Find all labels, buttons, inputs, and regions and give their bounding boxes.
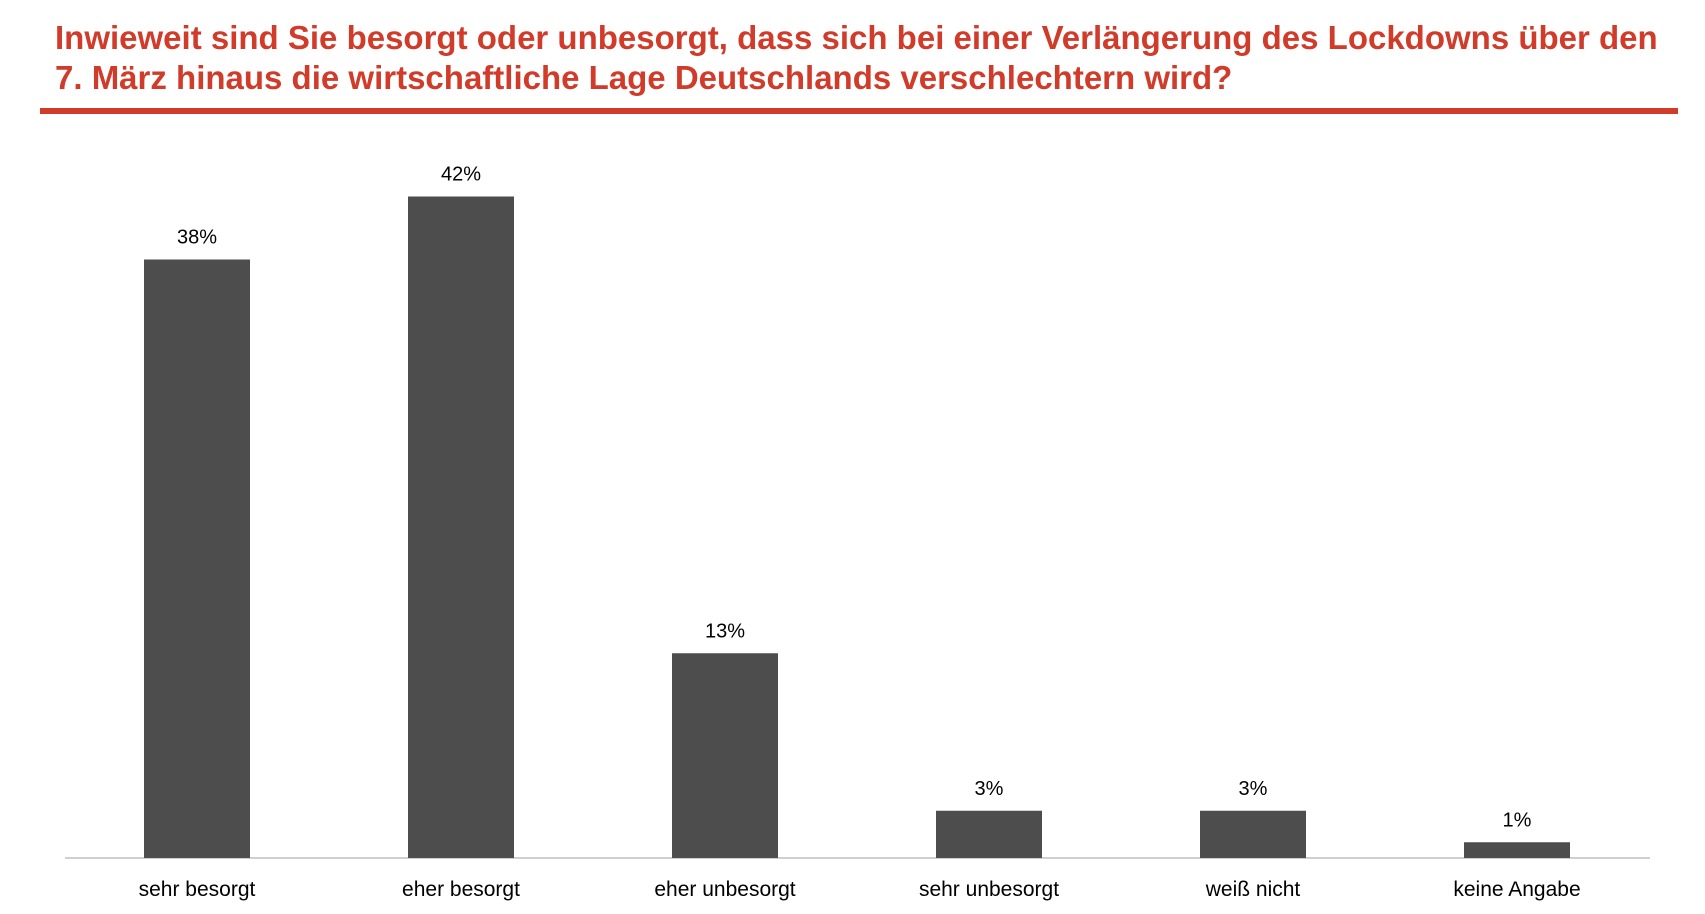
bars-group — [144, 196, 1570, 858]
bar-0 — [144, 259, 250, 858]
value-label-5: 1% — [1503, 809, 1532, 831]
category-label-0: sehr besorgt — [139, 878, 256, 901]
value-label-4: 3% — [1239, 778, 1268, 800]
bar-2 — [672, 653, 778, 858]
value-label-2: 13% — [705, 620, 745, 642]
bar-5 — [1464, 842, 1570, 858]
category-label-4: weiß nicht — [1205, 878, 1301, 901]
category-labels-group: sehr besorgt eher besorgt eher unbesorgt se… — [139, 878, 1581, 901]
category-label-3: sehr unbesorgt — [919, 878, 1059, 901]
value-labels-group: 38% 42% 13% 3% 3% 1% — [177, 164, 1532, 832]
value-label-1: 42% — [441, 164, 481, 186]
bar-3 — [936, 810, 1042, 858]
chart-title: Inwieweit sind Sie besorgt oder unbesorg… — [55, 19, 1658, 96]
category-label-1: eher besorgt — [402, 878, 520, 901]
bar-1 — [408, 196, 514, 858]
category-label-2: eher unbesorgt — [654, 878, 795, 901]
bar-4 — [1200, 810, 1306, 858]
value-label-3: 3% — [975, 778, 1004, 800]
value-label-0: 38% — [177, 227, 217, 249]
title-underline — [40, 108, 1678, 114]
category-label-5: keine Angabe — [1453, 878, 1580, 901]
